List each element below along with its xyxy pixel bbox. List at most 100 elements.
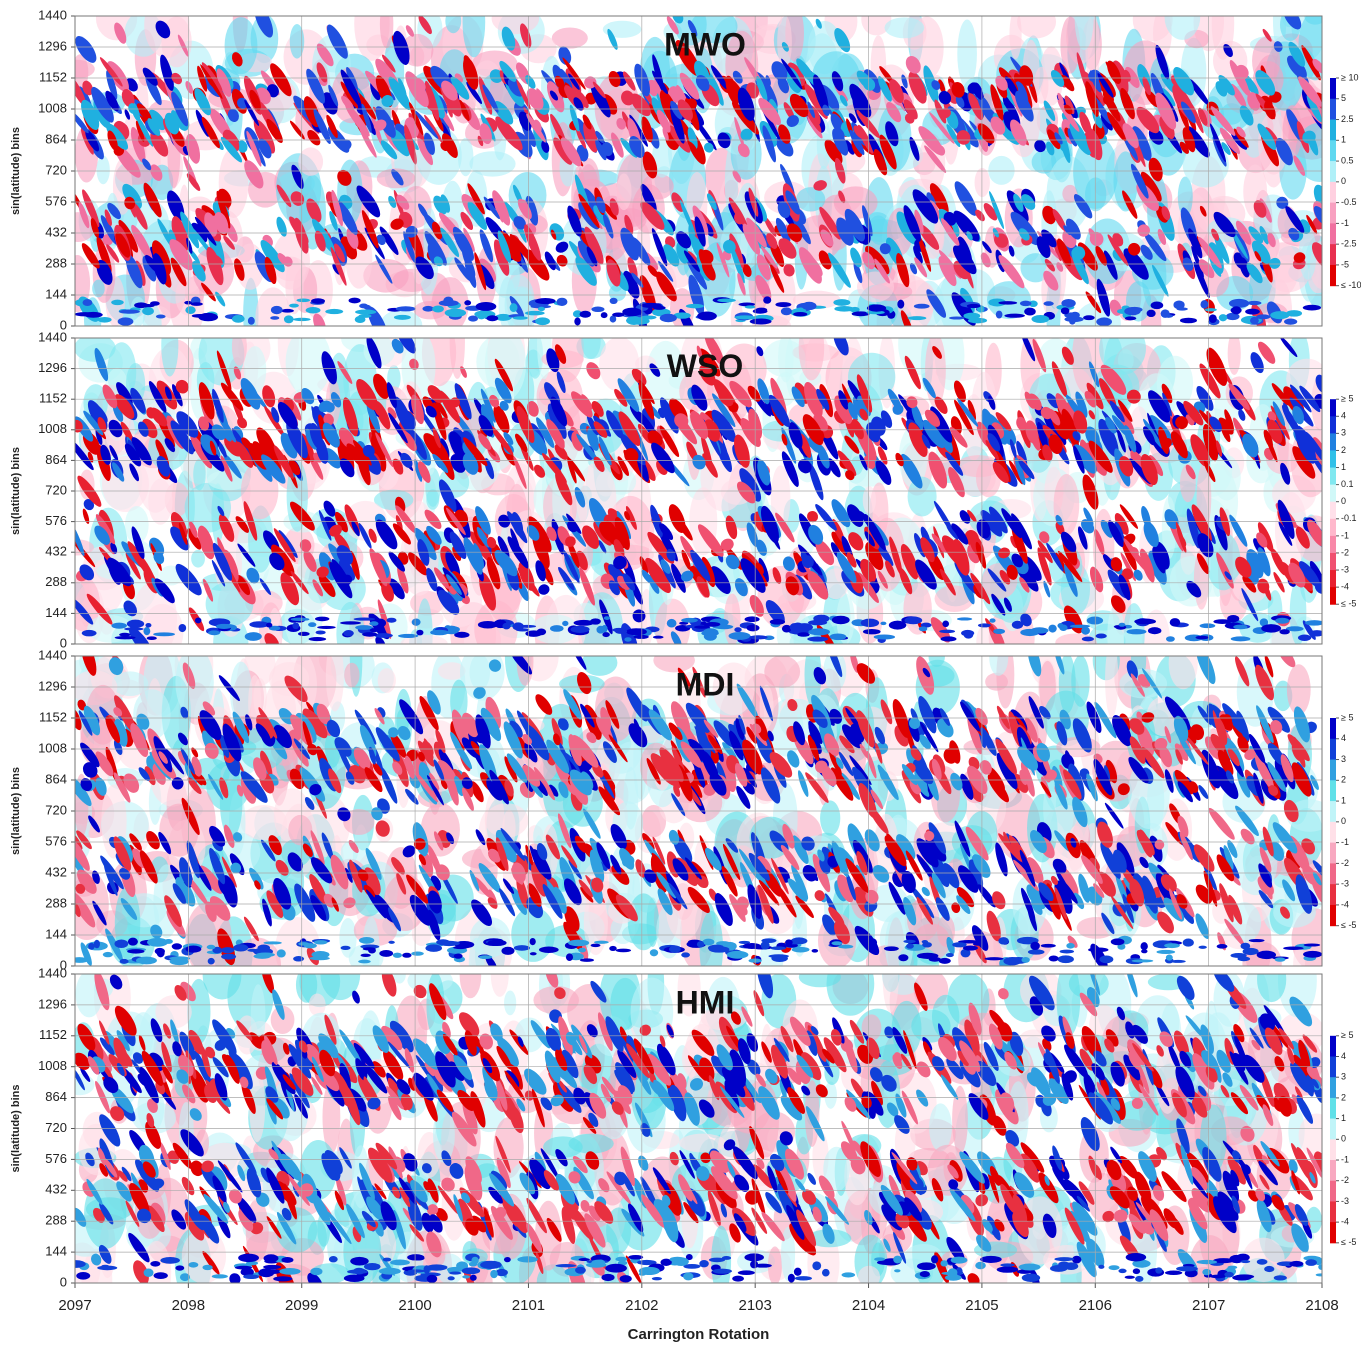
- texture-patch: [1017, 5, 1056, 38]
- texture-patch: [378, 668, 396, 693]
- texture-pole: [622, 308, 642, 317]
- texture-pole: [908, 316, 927, 320]
- y-tick-label: 864: [45, 131, 67, 146]
- y-tick-label: 432: [45, 224, 67, 239]
- texture-pole: [374, 633, 392, 638]
- texture-pole: [914, 304, 930, 309]
- texture-patch: [241, 805, 288, 840]
- y-tick-label: 1152: [39, 69, 67, 84]
- colorbar-label: ≤ -10: [1341, 280, 1361, 290]
- texture-pole: [127, 620, 144, 628]
- texture-pole: [612, 313, 624, 317]
- texture-pole: [1196, 636, 1209, 640]
- texture-pole: [281, 309, 294, 313]
- texture-pole: [142, 307, 154, 315]
- texture-pole: [1200, 300, 1208, 308]
- texture-pole: [1061, 307, 1070, 314]
- texture-pole: [74, 312, 95, 316]
- texture-pole: [387, 618, 397, 623]
- colorbar-segment: [1330, 78, 1336, 99]
- texture-pole: [355, 309, 376, 314]
- texture-pole: [98, 317, 112, 323]
- texture-pole: [964, 631, 974, 639]
- texture-pole: [745, 305, 756, 308]
- y-tick-label: 864: [45, 452, 67, 467]
- colorbar-segment: [1330, 244, 1336, 265]
- y-tick-label: 1440: [38, 329, 67, 344]
- texture-pole: [1061, 299, 1075, 308]
- texture-pole: [1119, 623, 1126, 627]
- panel-title: WSO: [667, 348, 743, 384]
- texture-pole: [1044, 301, 1054, 306]
- texture-pole: [1024, 308, 1036, 316]
- texture-patch: [191, 550, 205, 568]
- colorbar-segment: [1330, 433, 1336, 451]
- texture-pole: [1303, 305, 1321, 311]
- texture-pole: [697, 312, 717, 321]
- colorbar-segment: [1330, 223, 1336, 244]
- texture-patch: [1105, 642, 1118, 718]
- texture-patch: [232, 327, 247, 366]
- y-tick-label: 720: [45, 162, 67, 177]
- texture-patch: [492, 3, 539, 34]
- texture-pole: [686, 304, 704, 308]
- texture-pole: [867, 304, 886, 311]
- texture-patch: [326, 640, 344, 711]
- texture-pole: [143, 627, 150, 635]
- texture-pole: [248, 317, 255, 325]
- texture-pole: [364, 305, 371, 310]
- texture-pole: [660, 314, 677, 322]
- y-tick-label: 144: [45, 605, 67, 620]
- texture-pole: [747, 624, 760, 631]
- texture-pole: [156, 315, 166, 319]
- texture-pole: [525, 630, 542, 636]
- texture-pole: [1247, 301, 1261, 305]
- texture-pole: [1229, 299, 1249, 308]
- y-tick-label: 1008: [38, 100, 67, 115]
- colorbar-segment: [1330, 536, 1336, 554]
- texture-pole: [1180, 318, 1197, 324]
- texture-patch: [863, 486, 876, 514]
- texture-pole: [538, 307, 545, 311]
- texture-pole: [1233, 625, 1247, 630]
- y-tick-label: 1152: [39, 391, 67, 406]
- texture-pole: [834, 306, 854, 312]
- texture-pole: [978, 623, 991, 627]
- texture-pole: [604, 616, 611, 620]
- texture-pole: [861, 619, 879, 627]
- texture-pole: [145, 623, 151, 628]
- texture-pole: [796, 623, 813, 631]
- texture-pole: [729, 632, 751, 640]
- texture-pole: [1209, 314, 1217, 323]
- texture-pole: [315, 630, 325, 634]
- colorbar-label: 2: [1341, 445, 1346, 455]
- texture-pole: [525, 311, 545, 316]
- texture-pole: [1166, 636, 1175, 642]
- texture-pole: [591, 307, 604, 312]
- texture-pole: [756, 308, 768, 312]
- texture-pole: [797, 632, 809, 636]
- texture-pole: [574, 620, 594, 626]
- texture-pole: [292, 622, 299, 629]
- colorbar-label: -0.5: [1341, 197, 1357, 207]
- colorbar-label: -2.5: [1341, 239, 1357, 249]
- y-tick-label: 1440: [38, 7, 67, 22]
- texture-pole: [477, 303, 489, 310]
- texture-pole: [232, 315, 245, 323]
- texture-pole: [615, 629, 627, 634]
- texture-pole: [1275, 618, 1289, 624]
- texture-patch: [97, 155, 110, 184]
- colorbar-segment: [1330, 485, 1336, 503]
- texture-pole: [510, 303, 518, 312]
- y-axis-label: sin(latitude) bins: [10, 127, 22, 215]
- colorbar-label: 1: [1341, 135, 1346, 145]
- texture-pole: [362, 632, 377, 637]
- texture-pole: [308, 622, 316, 627]
- texture-pole: [82, 630, 97, 637]
- texture-pole: [291, 618, 310, 621]
- texture-patch: [885, 17, 925, 38]
- texture-pole: [1245, 309, 1260, 315]
- colorbar-segment: [1330, 399, 1336, 417]
- colorbar-segment: [1330, 587, 1336, 605]
- texture-pole: [1148, 627, 1161, 634]
